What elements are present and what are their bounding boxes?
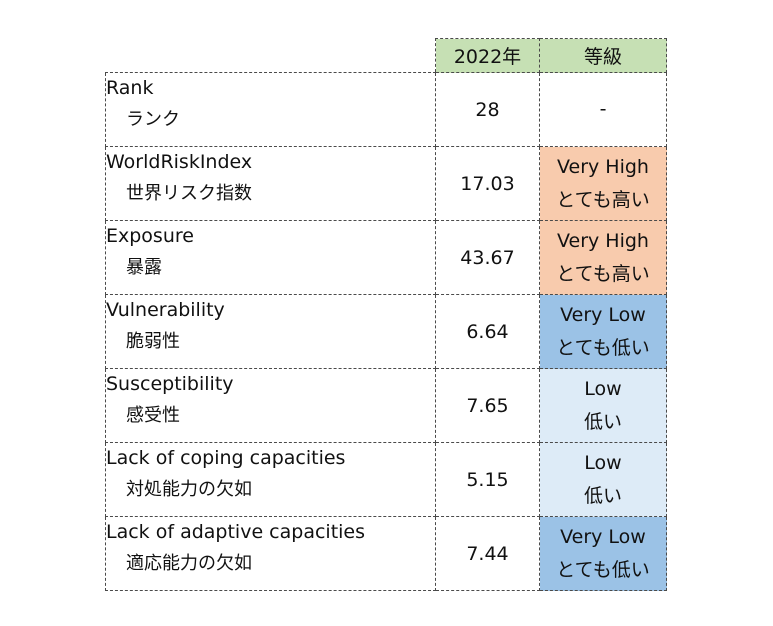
grade-ja: とても高い [556, 188, 650, 211]
grade-en: Very Low [560, 525, 646, 548]
table-row-rank: Rank ランク 28 - [105, 72, 667, 147]
grade-cell: Very High とても高い [539, 220, 667, 295]
value-cell: 43.67 [435, 220, 540, 295]
label-cell: Vulnerability 脆弱性 [105, 294, 436, 369]
grade-cell: Very Low とても低い [539, 294, 667, 369]
label-en: Susceptibility [106, 373, 234, 395]
grade-cell: - [539, 72, 667, 147]
grade-en: Very High [557, 229, 649, 252]
header-row: 2022年 等級 [105, 38, 667, 73]
table-row-exposure: Exposure 暴露 43.67 Very High とても高い [105, 220, 667, 295]
header-corner [105, 38, 436, 73]
value-cell: 17.03 [435, 146, 540, 221]
value-cell: 7.44 [435, 516, 540, 591]
label-cell: Lack of coping capacities 対処能力の欠如 [105, 442, 436, 517]
header-year: 2022年 [435, 38, 540, 73]
grade-ja: 低い [583, 484, 622, 507]
label-ja: 脆弱性 [126, 331, 180, 352]
grade-en: Very High [557, 155, 649, 178]
grade-cell: Low 低い [539, 368, 667, 443]
value-cell: 28 [435, 72, 540, 147]
label-ja: 感受性 [126, 405, 180, 426]
grade-ja: とても高い [556, 262, 650, 285]
grade-ja: とても低い [556, 336, 650, 359]
label-ja: 暴露 [126, 257, 162, 278]
value-cell: 7.65 [435, 368, 540, 443]
label-ja: ランク [126, 109, 180, 130]
grade-ja: とても低い [556, 558, 650, 581]
value-cell: 5.15 [435, 442, 540, 517]
label-cell: WorldRiskIndex 世界リスク指数 [105, 146, 436, 221]
grade-en: Low [584, 377, 622, 400]
label-en: Exposure [106, 225, 194, 247]
label-en: Vulnerability [106, 299, 225, 321]
label-ja: 世界リスク指数 [126, 183, 252, 204]
table-row-worldriskindex: WorldRiskIndex 世界リスク指数 17.03 Very High と… [105, 146, 667, 221]
table-row-adaptive: Lack of adaptive capacities 適応能力の欠如 7.44… [105, 516, 667, 591]
label-ja: 適応能力の欠如 [126, 553, 252, 574]
grade-en: Low [584, 451, 622, 474]
label-en: Lack of coping capacities [106, 447, 346, 469]
grade-en: - [599, 98, 607, 120]
value-cell: 6.64 [435, 294, 540, 369]
label-en: WorldRiskIndex [106, 151, 253, 173]
grade-cell: Very Low とても低い [539, 516, 667, 591]
label-ja: 対処能力の欠如 [126, 479, 252, 500]
label-cell: Exposure 暴露 [105, 220, 436, 295]
label-en: Rank [106, 77, 154, 99]
label-cell: Rank ランク [105, 72, 436, 147]
table-row-vulnerability: Vulnerability 脆弱性 6.64 Very Low とても低い [105, 294, 667, 369]
table-row-susceptibility: Susceptibility 感受性 7.65 Low 低い [105, 368, 667, 443]
risk-index-table: 2022年 等級 Rank ランク 28 - WorldRiskIndex 世界… [105, 38, 667, 591]
label-en: Lack of adaptive capacities [106, 521, 366, 543]
grade-ja: 低い [583, 410, 622, 433]
label-cell: Susceptibility 感受性 [105, 368, 436, 443]
grade-cell: Low 低い [539, 442, 667, 517]
table-row-coping: Lack of coping capacities 対処能力の欠如 5.15 L… [105, 442, 667, 517]
grade-en: Very Low [560, 303, 646, 326]
header-grade: 等級 [539, 38, 667, 73]
label-cell: Lack of adaptive capacities 適応能力の欠如 [105, 516, 436, 591]
grade-cell: Very High とても高い [539, 146, 667, 221]
